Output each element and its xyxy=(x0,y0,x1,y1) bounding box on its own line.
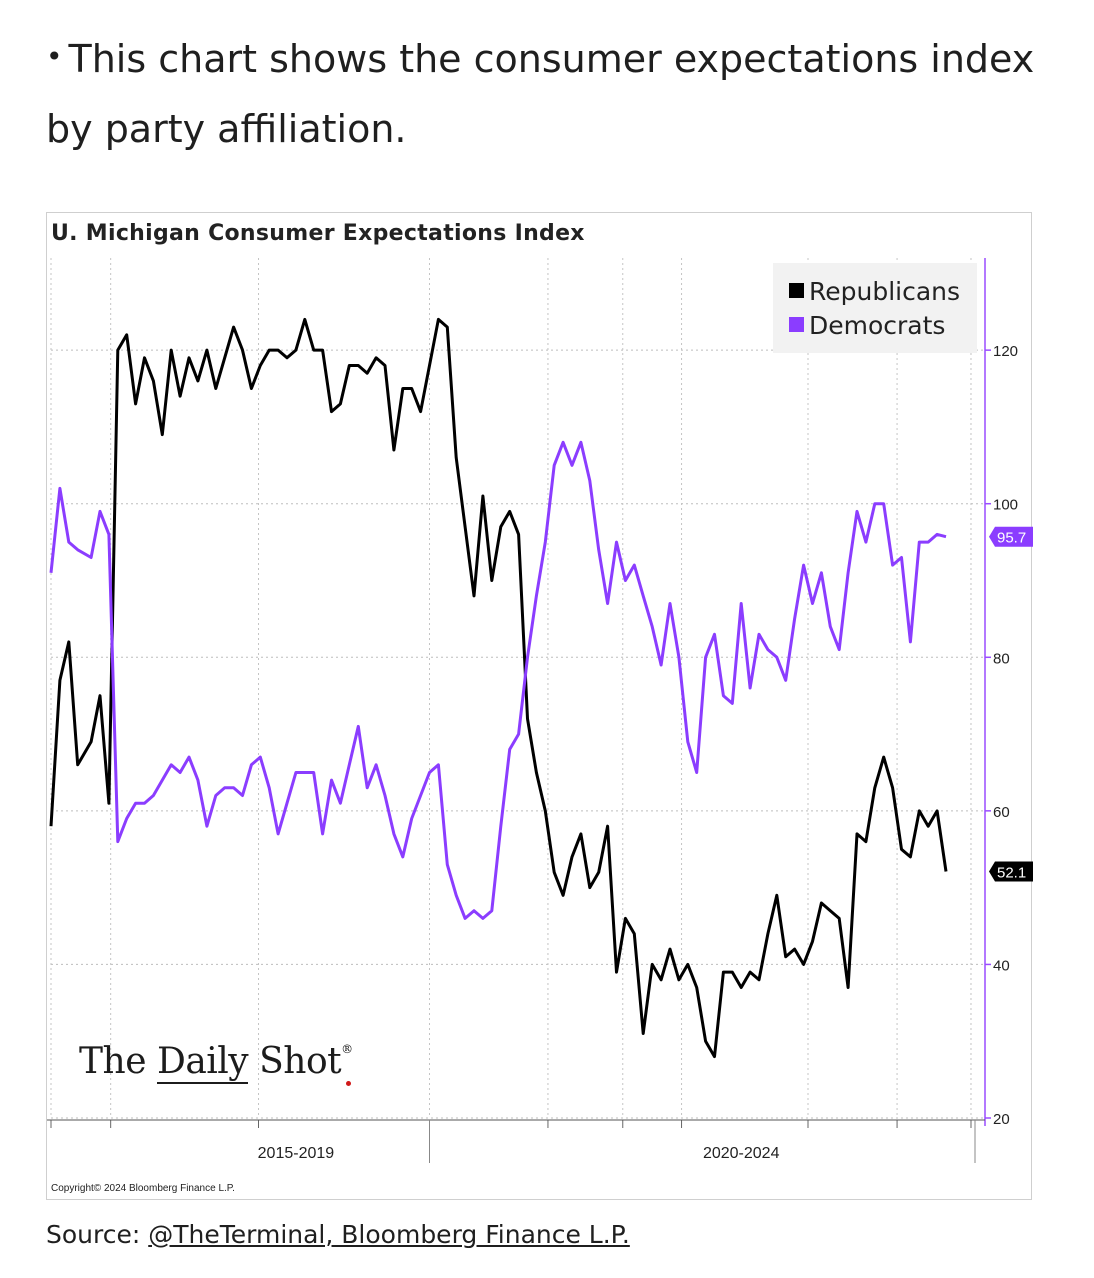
daily-shot-logo: The Daily Shot® xyxy=(79,1041,353,1086)
source-label: Source: xyxy=(46,1220,149,1249)
legend-label-republicans: Republicans xyxy=(809,277,961,306)
last-value-label-republicans: 52.1 xyxy=(997,865,1026,882)
series-line-democrats xyxy=(49,440,947,920)
chart-title: U. Michigan Consumer Expectations Index xyxy=(51,221,585,246)
chart-frame: U. Michigan Consumer Expectations Index … xyxy=(46,212,1033,1200)
legend-label-democrats: Democrats xyxy=(809,311,946,340)
x-period-label-0: 2015-2019 xyxy=(258,1145,335,1162)
logo-text-c: Shot xyxy=(248,1041,342,1082)
legend-swatch-democrats xyxy=(789,317,804,332)
source-line: Source: @TheTerminal, Bloomberg Finance … xyxy=(46,1220,630,1249)
logo-red-dot-icon xyxy=(345,1081,351,1086)
y-tick-label-60: 60 xyxy=(993,804,1010,821)
last-value-tag-democrats xyxy=(989,526,1033,547)
line-chart: 20 40 60 80 100 120 2015-2019 2020-2024 52.1 95.7 xyxy=(47,258,1033,1163)
series-line-republicans xyxy=(49,317,948,1059)
y-tick-label-40: 40 xyxy=(993,957,1010,974)
y-tick-label-80: 80 xyxy=(993,650,1010,667)
y-tick-label-20: 20 xyxy=(993,1111,1010,1128)
legend-item-democrats: Democrats xyxy=(789,311,945,340)
legend-item-republicans: Republicans xyxy=(789,277,960,306)
y-tick-label-120: 120 xyxy=(993,343,1018,360)
legend-swatch-republicans xyxy=(789,283,804,298)
logo-text-a: The xyxy=(79,1041,157,1082)
logo-text-b: Daily xyxy=(156,1041,249,1084)
legend: Republicans Democrats xyxy=(773,263,977,353)
x-period-label-1: 2020-2024 xyxy=(703,1145,780,1162)
source-link[interactable]: @TheTerminal, Bloomberg Finance L.P. xyxy=(148,1220,630,1249)
bullet-icon: • xyxy=(46,40,63,73)
last-value-tag-republicans xyxy=(989,861,1033,882)
y-tick-label-100: 100 xyxy=(993,497,1018,514)
registered-icon: ® xyxy=(341,1042,353,1056)
last-value-label-democrats: 95.7 xyxy=(997,530,1026,547)
intro-sentence: This chart shows the consumer expectatio… xyxy=(46,37,1035,151)
copyright-text: Copyright© 2024 Bloomberg Finance L.P. xyxy=(51,1183,235,1194)
intro-text: • This chart shows the consumer expectati… xyxy=(46,22,1056,164)
